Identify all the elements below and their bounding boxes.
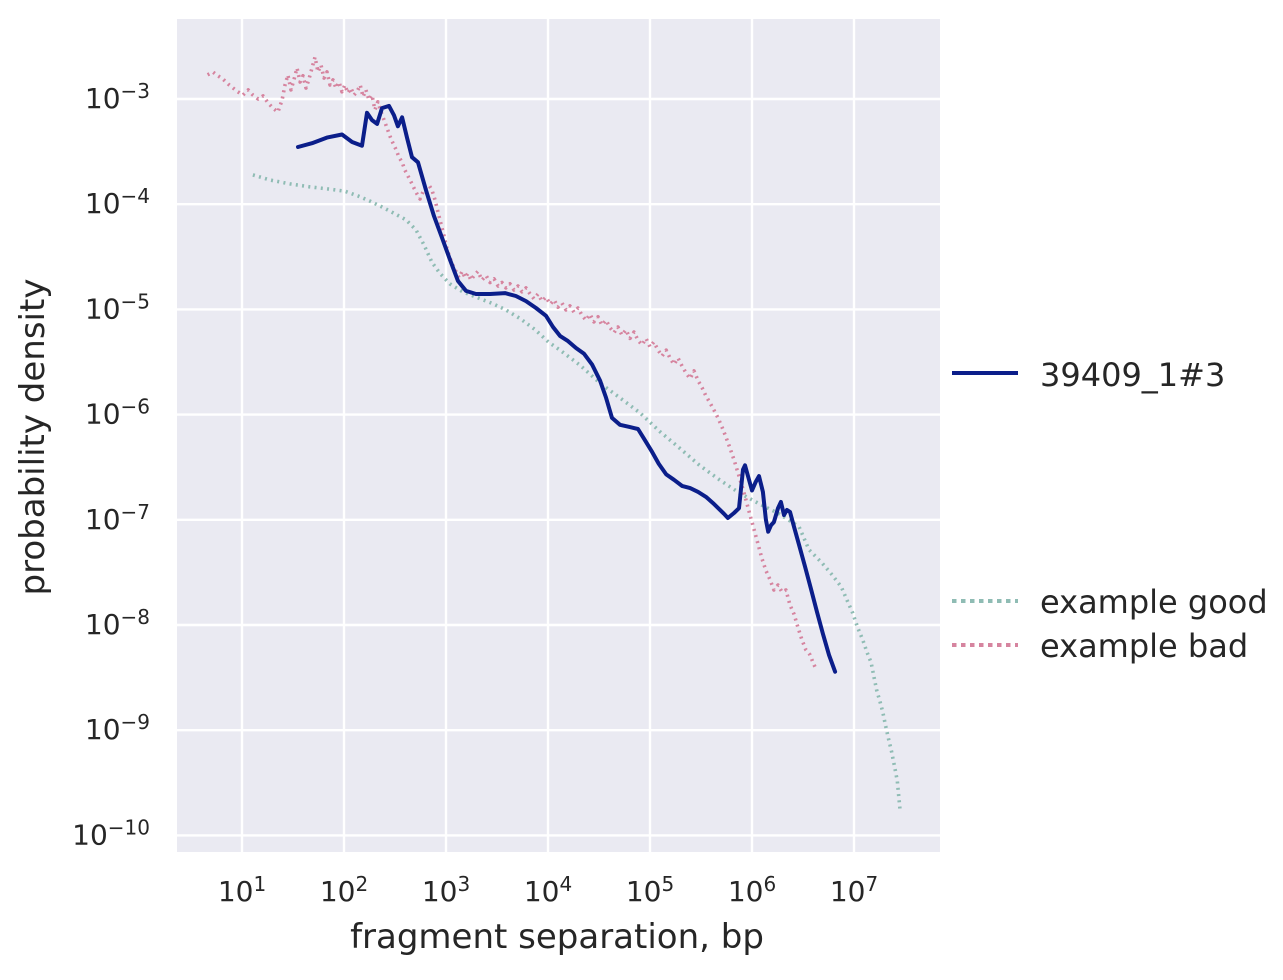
y-tick-label-1e-4: 10−4 (85, 184, 150, 220)
legend-label-example-good: example good (1040, 583, 1268, 621)
x-tick-label-1e2: 102 (320, 872, 368, 908)
x-tick-label-1e5: 105 (626, 872, 674, 908)
legend-label-main: 39409_1#3 (1040, 356, 1225, 394)
x-tick-label-1e7: 107 (830, 872, 878, 908)
x-tick-label-1e3: 103 (422, 872, 470, 908)
legend-examples: example good example bad (952, 583, 1268, 665)
x-tick-label-1e1: 101 (218, 872, 266, 908)
y-tick-label-1e-6: 10−6 (85, 395, 150, 431)
plot-background (177, 19, 940, 852)
data-series (206, 55, 902, 809)
series-line-example-bad (206, 55, 817, 668)
legend-main: 39409_1#3 (952, 356, 1225, 394)
legend-label-example-bad: example bad (1040, 627, 1248, 665)
series-line-39409-1-3 (296, 103, 838, 674)
x-tick-label-1e4: 104 (524, 872, 572, 908)
y-axis-label: probability density (13, 279, 53, 596)
x-tick-labels: 101 102 103 104 105 106 107 (218, 872, 878, 908)
y-tick-label-1e-7: 10−7 (85, 500, 150, 536)
y-tick-label-1e-9: 10−9 (85, 710, 150, 746)
y-tick-label-1e-10: 10−10 (72, 815, 150, 851)
gridlines (177, 19, 940, 852)
x-tick-label-1e6: 106 (728, 872, 776, 908)
y-tick-label-1e-3: 10−3 (85, 79, 150, 115)
y-tick-label-1e-8: 10−8 (85, 605, 150, 641)
x-axis-label: fragment separation, bp (350, 917, 764, 957)
y-tick-label-1e-5: 10−5 (85, 289, 150, 325)
y-tick-labels: 10−3 10−4 10−5 10−6 10−7 10−8 10−9 10−10 (72, 79, 150, 851)
